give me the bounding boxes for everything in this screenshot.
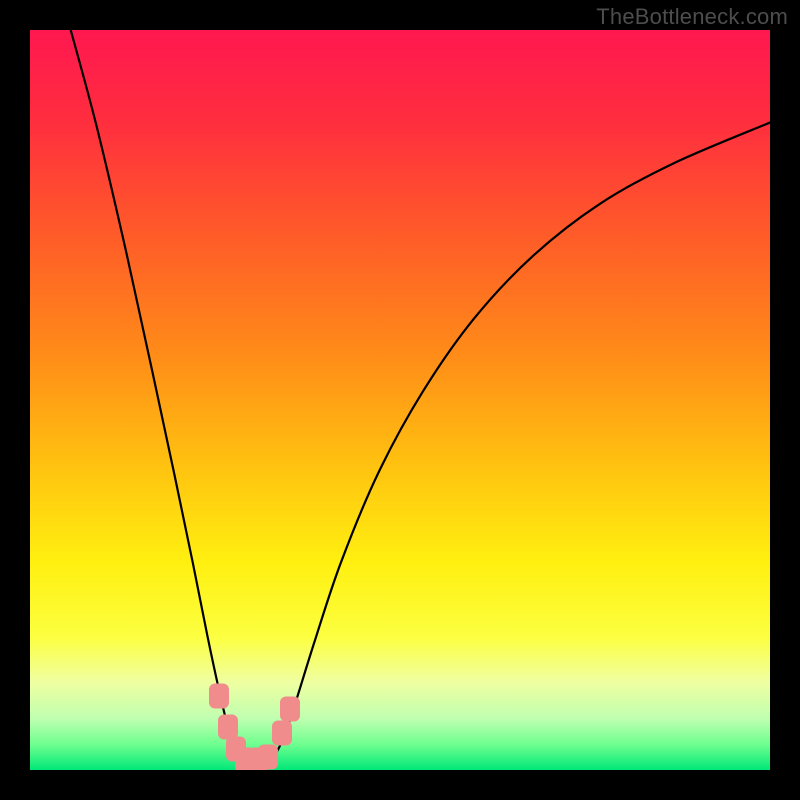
chart-marker (280, 697, 300, 722)
chart-marker (272, 721, 292, 746)
chart-plot-area (30, 30, 770, 770)
chart-curve (30, 30, 770, 770)
chart-marker (209, 684, 229, 709)
chart-marker (258, 744, 278, 769)
watermark-text: TheBottleneck.com (596, 4, 788, 30)
